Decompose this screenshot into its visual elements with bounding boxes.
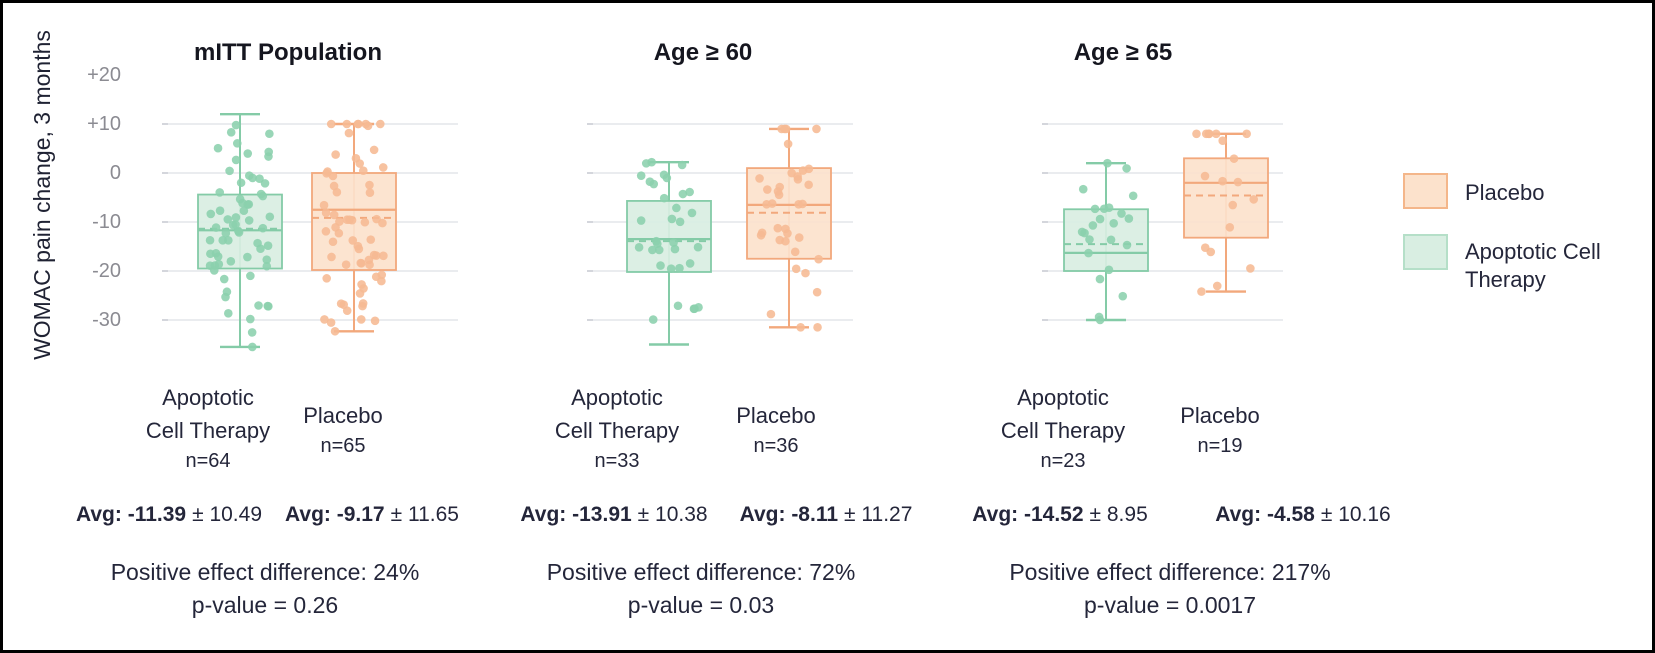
avg-value: Avg: -14.52 xyxy=(972,503,1084,526)
group-n: n=64 xyxy=(185,450,231,472)
avg-stat: Avg: -13.91 ± 10.38 xyxy=(484,503,744,527)
panel-title: Age ≥ 60 xyxy=(653,39,753,66)
legend-swatch-apoptotic-cell-therapy xyxy=(1403,234,1448,270)
group-n: n=65 xyxy=(320,435,366,457)
effect-difference: Positive effect difference: 72% xyxy=(546,559,856,585)
legend-label-apoptotic-cell-therapy: Apoptotic Cell Therapy xyxy=(1465,239,1601,292)
group-label: Placebo n=65 xyxy=(233,399,453,460)
group-n: n=33 xyxy=(594,450,640,472)
avg-value: Avg: -13.91 xyxy=(520,503,632,526)
avg-value: Avg: -11.39 xyxy=(75,503,187,526)
panel-title: mITT Population xyxy=(194,39,382,66)
group-name-line: Placebo xyxy=(736,403,816,428)
group-label: Apoptotic Cell Therapy n=64 xyxy=(98,381,318,475)
group-name-line: Apoptotic xyxy=(571,385,663,410)
p-value: p-value = 0.26 xyxy=(191,592,339,618)
avg-stat: Avg: -8.11 ± 11.27 xyxy=(696,503,956,527)
group-name-line: Placebo xyxy=(303,403,383,428)
avg-value: Avg: -4.58 xyxy=(1215,503,1315,526)
group-n: n=36 xyxy=(753,435,799,457)
effect-difference: Positive effect difference: 24% xyxy=(110,559,420,585)
group-n: n=19 xyxy=(1197,435,1243,457)
y-tick-label: -30 xyxy=(92,309,121,331)
avg-sd: ± 10.16 xyxy=(1320,503,1391,526)
panel-title: Age ≥ 65 xyxy=(1073,39,1173,66)
avg-stat: Avg: -14.52 ± 8.95 xyxy=(930,503,1190,527)
effect-difference: Positive effect difference: 217% xyxy=(1009,559,1331,585)
group-name-line: Placebo xyxy=(1180,403,1260,428)
y-tick-label: -20 xyxy=(92,260,121,282)
avg-value: Avg: -9.17 xyxy=(285,503,385,526)
avg-sd: ± 8.95 xyxy=(1089,503,1148,526)
group-label: Apoptotic Cell Therapy n=33 xyxy=(507,381,727,475)
avg-stat: Avg: -11.39 ± 10.49 xyxy=(39,503,299,527)
legend-label-placebo: Placebo xyxy=(1465,180,1545,205)
group-name-line: Apoptotic xyxy=(1017,385,1109,410)
avg-sd: ± 11.27 xyxy=(844,503,913,526)
avg-stat: Avg: -9.17 ± 11.65 xyxy=(242,503,502,527)
group-label: Apoptotic Cell Therapy n=23 xyxy=(953,381,1173,475)
group-label: Placebo n=19 xyxy=(1110,399,1330,460)
avg-sd: ± 10.49 xyxy=(192,503,263,526)
p-value: p-value = 0.0017 xyxy=(1084,592,1256,618)
y-tick-label: -10 xyxy=(92,211,121,233)
avg-sd: ± 11.65 xyxy=(390,503,459,526)
legend-swatch-placebo xyxy=(1403,173,1448,209)
group-name-line: Cell Therapy xyxy=(1000,418,1126,443)
p-value: p-value = 0.03 xyxy=(627,592,775,618)
group-n: n=23 xyxy=(1040,450,1086,472)
group-name-line: Cell Therapy xyxy=(554,418,680,443)
y-tick-label: +20 xyxy=(87,64,121,86)
y-tick-label: +10 xyxy=(87,113,121,135)
avg-sd: ± 10.38 xyxy=(637,503,708,526)
avg-stat: Avg: -4.58 ± 10.16 xyxy=(1173,503,1433,527)
group-name-line: Apoptotic xyxy=(162,385,254,410)
group-name-line: Cell Therapy xyxy=(145,418,271,443)
y-tick-label: 0 xyxy=(109,162,121,184)
group-label: Placebo n=36 xyxy=(666,399,886,460)
boxplot-canvas xyxy=(162,112,1283,352)
avg-value: Avg: -8.11 xyxy=(739,503,839,526)
